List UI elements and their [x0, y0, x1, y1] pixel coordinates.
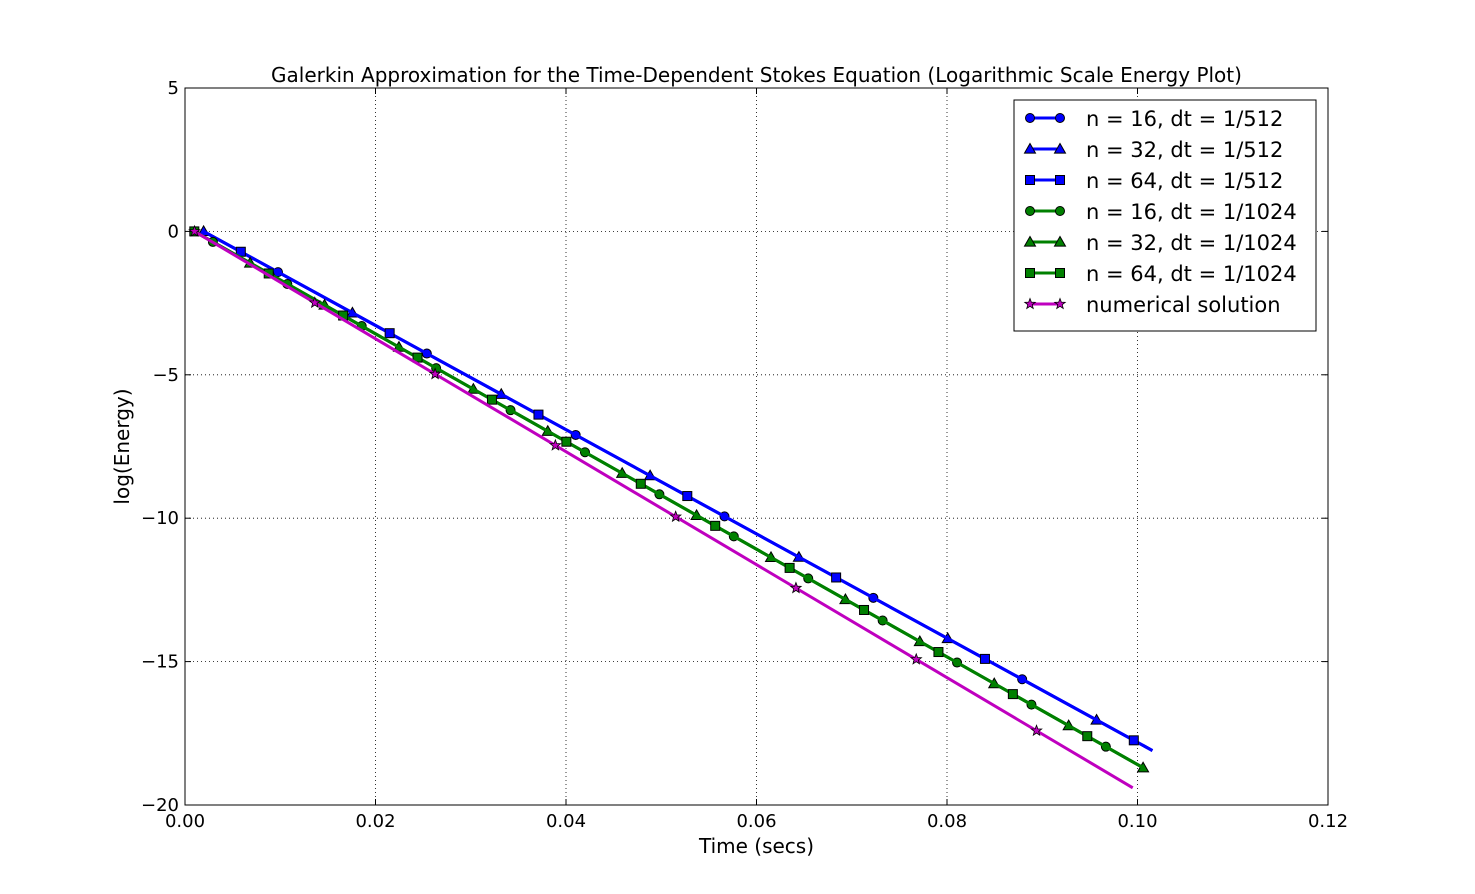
legend-item: numerical solution: [1023, 293, 1281, 317]
x-tick-label: 0.08: [927, 811, 967, 832]
legend-marker: [1055, 206, 1065, 216]
legend-marker: [1053, 235, 1067, 247]
legend-box: [1013, 99, 1317, 332]
legend-marker: [1055, 268, 1065, 278]
legend-item: n = 64, dt = 1/512: [1025, 169, 1283, 193]
data-point: [635, 478, 646, 489]
series-3: [202, 230, 1154, 752]
y-tick-label: −5: [152, 365, 179, 386]
y-tick-label: −10: [141, 508, 179, 529]
data-point: [384, 328, 395, 339]
y-axis-title: log(Energy): [110, 388, 134, 504]
legend-marker: [1025, 175, 1035, 185]
legend: n = 16, dt = 1/512 n = 32, dt = 1/512 n = …: [1013, 99, 1317, 332]
data-point: [682, 491, 693, 502]
data-point: [669, 510, 682, 523]
x-tick-label: 0.12: [1308, 811, 1348, 832]
x-tick-label: 0.10: [1117, 811, 1157, 832]
data-point: [710, 520, 721, 531]
data-point: [533, 409, 544, 420]
legend-label: numerical solution: [1086, 293, 1281, 317]
data-point: [428, 367, 442, 380]
y-tick-label: 0: [168, 221, 179, 242]
data-point: [933, 647, 944, 658]
legend-label: n = 16, dt = 1/512: [1086, 107, 1283, 131]
y-tick-label: −20: [141, 795, 179, 816]
series-6: [189, 226, 1144, 770]
legend-item: n = 32, dt = 1/1024: [1023, 231, 1297, 255]
legend-marker: [1023, 235, 1037, 247]
data-point: [859, 604, 870, 615]
legend-marker: [1023, 142, 1037, 154]
data-point: [1082, 731, 1093, 742]
legend-item: n = 64, dt = 1/1024: [1025, 262, 1297, 286]
data-point: [308, 296, 322, 309]
legend-item: n = 32, dt = 1/512: [1023, 138, 1283, 162]
legend-marker: [1025, 268, 1035, 278]
legend-label: n = 64, dt = 1/1024: [1086, 262, 1297, 286]
legend-item: n = 16, dt = 1/1024: [1025, 200, 1297, 224]
legend-label: n = 32, dt = 1/512: [1086, 138, 1283, 162]
x-tick-label: 0.06: [736, 811, 776, 832]
data-point: [561, 436, 572, 447]
legend-marker: [1055, 113, 1065, 123]
x-tick-label: 0.00: [165, 811, 205, 832]
data-point: [789, 581, 803, 594]
legend-label: n = 64, dt = 1/512: [1086, 169, 1283, 193]
axis-ticks: 0.00 0.02 0.04 0.06 0.08 0.10 0.12 5 0 −5 −10 −15 −2…: [141, 78, 1348, 832]
series-line: [202, 230, 1154, 752]
legend-marker: [1025, 206, 1035, 216]
legend-marker: [1053, 142, 1067, 154]
data-point: [1128, 735, 1139, 746]
data-point: [979, 653, 990, 664]
y-tick-label: −15: [141, 652, 179, 673]
legend-marker: [1055, 175, 1065, 185]
data-point: [188, 224, 201, 237]
legend-marker: [1053, 297, 1067, 310]
x-tick-label: 0.02: [355, 811, 395, 832]
chart-title: Galerkin Approximation for the Time-Depe…: [271, 63, 1242, 87]
y-tick-label: 5: [168, 78, 179, 99]
series-line: [193, 230, 1144, 770]
legend-marker: [1023, 297, 1037, 310]
data-point: [1030, 724, 1043, 737]
legend-item: n = 16, dt = 1/512: [1025, 107, 1283, 131]
data-point: [784, 562, 795, 573]
x-tick-label: 0.04: [546, 811, 586, 832]
data-point: [486, 394, 497, 405]
legend-label: n = 16, dt = 1/1024: [1086, 200, 1297, 224]
data-point: [831, 572, 842, 583]
legend-label: n = 32, dt = 1/1024: [1086, 231, 1297, 255]
x-axis-title: Time (secs): [698, 834, 814, 858]
series-line: [193, 230, 1134, 790]
data-point: [549, 438, 562, 451]
data-point: [1007, 689, 1018, 700]
legend-marker: [1025, 113, 1035, 123]
series-layer: [188, 224, 1154, 790]
data-point: [909, 652, 923, 665]
series-7: [188, 224, 1134, 790]
